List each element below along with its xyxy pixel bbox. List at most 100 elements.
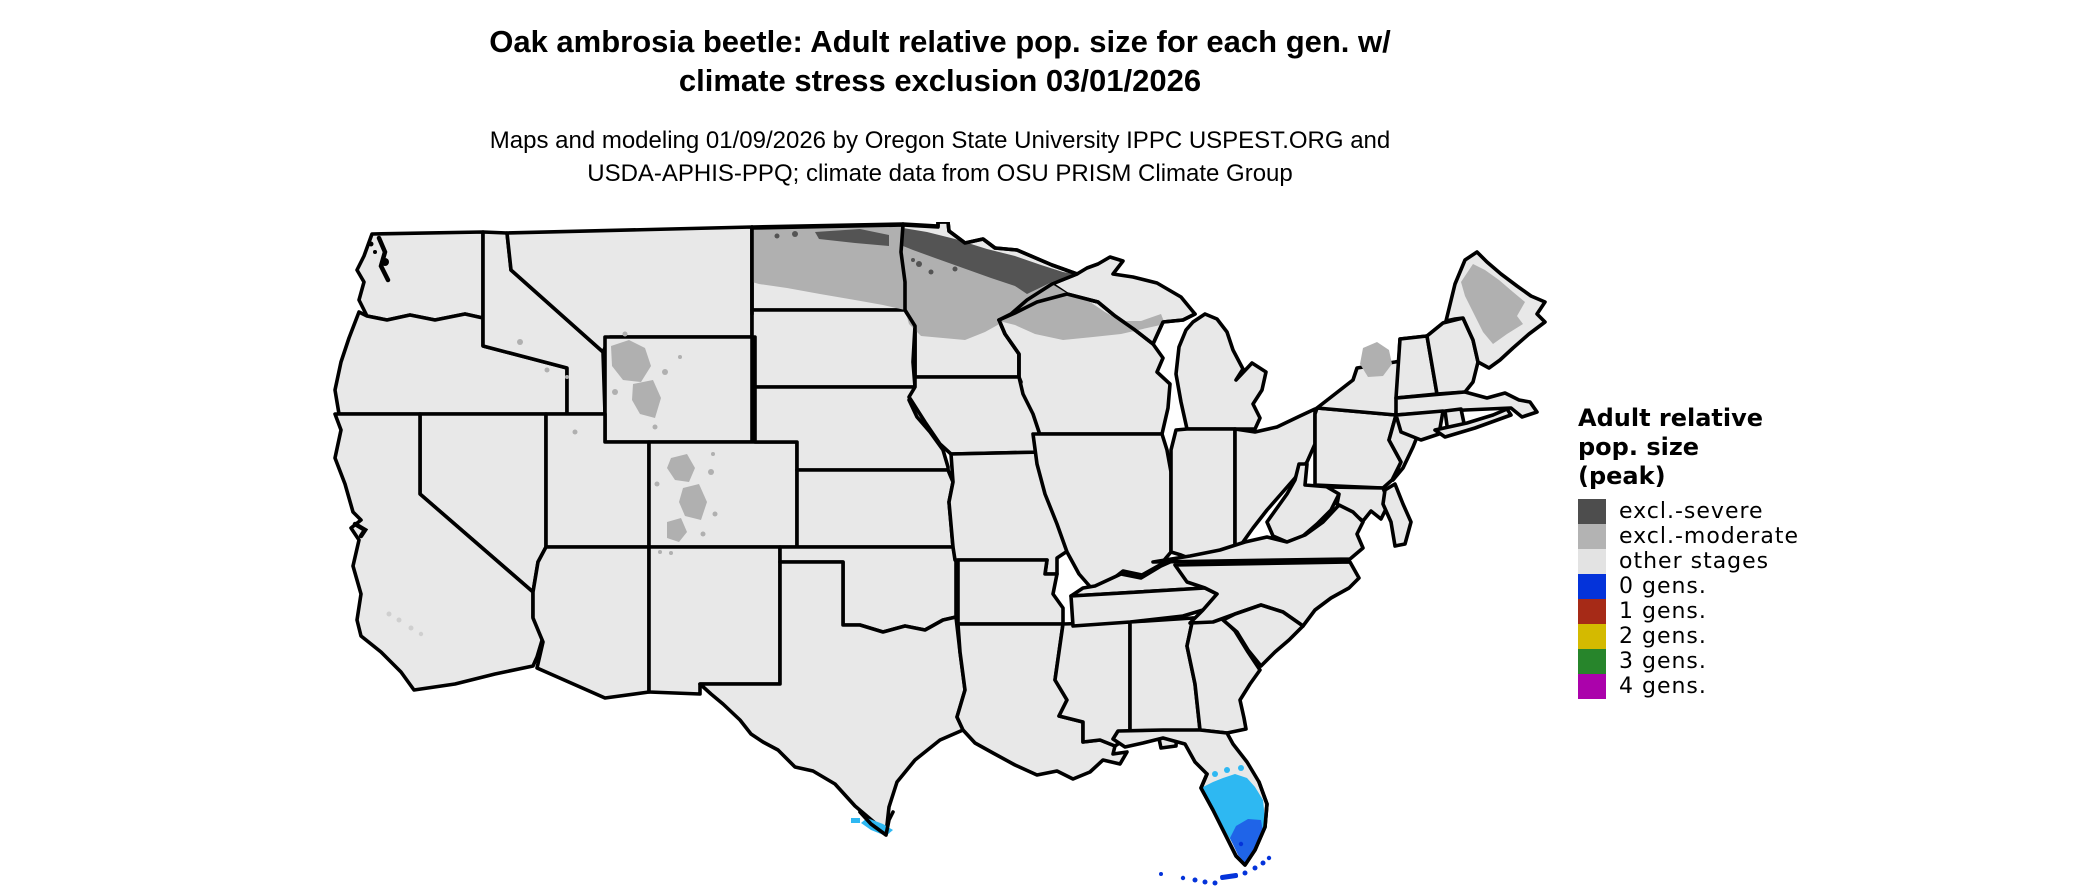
legend-label: excl.-moderate bbox=[1619, 524, 1799, 549]
moderate-speck bbox=[622, 331, 628, 337]
moderate-speck bbox=[544, 367, 550, 373]
map-legend: Adult relative pop. size (peak) excl.-se… bbox=[1578, 404, 1858, 699]
cyan-texas-dash bbox=[851, 818, 860, 823]
border-restrokes bbox=[750, 222, 1269, 867]
title-line-2: climate stress exclusion 03/01/2026 bbox=[678, 63, 1202, 98]
state-washington bbox=[355, 230, 485, 322]
overlay-florida-keys bbox=[1159, 841, 1272, 886]
state-new-mexico bbox=[647, 545, 782, 696]
state-south-dakota bbox=[750, 308, 917, 389]
moderate-wyoming-1 bbox=[611, 340, 651, 382]
moderate-colorado-2 bbox=[679, 484, 707, 520]
moderate-north-central bbox=[752, 226, 1165, 340]
legend-item-7: 4 gens. bbox=[1578, 674, 1858, 699]
coast-details bbox=[352, 235, 424, 637]
legend-title-line-1: Adult relative bbox=[1578, 404, 1764, 432]
moderate-speck bbox=[708, 469, 714, 475]
moderate-speck bbox=[678, 355, 682, 359]
keys-dot bbox=[1266, 855, 1272, 861]
channel-island bbox=[386, 611, 392, 617]
keys-dot bbox=[1202, 879, 1208, 885]
severe-minnesota-band bbox=[903, 228, 1075, 294]
state-kansas bbox=[795, 468, 955, 549]
state-michigan-lower bbox=[1174, 312, 1268, 431]
legend-rows: excl.-severe excl.-moderate other stages 0 … bbox=[1578, 499, 1858, 699]
legend-swatch bbox=[1578, 624, 1606, 649]
keys-dot bbox=[1212, 880, 1218, 886]
cyan-speck bbox=[1212, 771, 1218, 777]
sf-bay-line bbox=[352, 521, 369, 539]
moderate-maine bbox=[1461, 264, 1525, 344]
map-states bbox=[333, 222, 1547, 867]
legend-swatch bbox=[1578, 549, 1606, 574]
channel-island bbox=[418, 631, 424, 637]
subtitle-line-1: Maps and modeling 01/09/2026 by Oregon S… bbox=[489, 127, 1391, 154]
severe-speck bbox=[916, 261, 922, 267]
restroke-up-border bbox=[1151, 312, 1197, 346]
restroke-red-river bbox=[899, 223, 917, 379]
channel-island bbox=[396, 617, 402, 623]
severe-speck bbox=[911, 258, 915, 262]
legend-label: 0 gens. bbox=[1619, 574, 1707, 599]
keys-dot bbox=[1192, 877, 1198, 883]
legend-label: other stages bbox=[1619, 549, 1770, 574]
legend-item-3: 0 gens. bbox=[1578, 574, 1858, 599]
severe-north-dakota-strip bbox=[815, 229, 889, 246]
channel-island bbox=[408, 625, 414, 631]
keys-dot bbox=[1180, 875, 1186, 881]
legend-item-4: 1 gens. bbox=[1578, 599, 1858, 624]
cyan-speck bbox=[1238, 765, 1244, 771]
keys-dash bbox=[1220, 873, 1239, 880]
state-pennsylvania bbox=[1313, 406, 1403, 490]
keys-dot bbox=[1260, 860, 1266, 866]
moderate-speck bbox=[700, 531, 706, 537]
moderate-speck bbox=[662, 369, 668, 375]
keys-dot bbox=[1159, 872, 1163, 876]
legend-title-line-2: pop. size bbox=[1578, 433, 1700, 461]
moderate-speck bbox=[565, 375, 569, 379]
restroke-texas-tip bbox=[858, 810, 895, 837]
restroke-wisconsin-shore bbox=[997, 292, 1155, 346]
severe-speck bbox=[774, 233, 780, 239]
legend-title-line-3: (peak) bbox=[1578, 462, 1666, 490]
moderate-speck bbox=[658, 550, 662, 554]
restroke-mn-wi-river bbox=[997, 318, 1021, 379]
legend-swatch bbox=[1578, 649, 1606, 674]
keys-dot bbox=[1242, 870, 1248, 876]
moderate-adirondacks bbox=[1360, 342, 1392, 377]
legend-label: 3 gens. bbox=[1619, 649, 1707, 674]
state-indiana bbox=[1169, 427, 1237, 569]
overlay-excl-moderate bbox=[517, 226, 1525, 555]
moderate-speck bbox=[711, 452, 715, 456]
blue-florida-tip bbox=[1230, 819, 1263, 864]
moderate-colorado-3 bbox=[667, 518, 687, 542]
moderate-speck bbox=[712, 511, 718, 517]
legend-swatch bbox=[1578, 599, 1606, 624]
state-south-carolina bbox=[1221, 603, 1305, 668]
state-virginia bbox=[1151, 503, 1365, 564]
overlay-blue-band bbox=[1230, 819, 1263, 864]
moderate-colorado-1 bbox=[667, 454, 695, 482]
puget-sound-blob bbox=[381, 258, 389, 266]
legend-label: 4 gens. bbox=[1619, 674, 1707, 699]
moderate-speck bbox=[652, 424, 658, 430]
legend-item-2: other stages bbox=[1578, 549, 1858, 574]
restroke-florida-coast bbox=[1199, 772, 1269, 867]
keys-dot bbox=[1252, 865, 1258, 871]
figure-title: Oak ambrosia beetle: Adult relative pop.… bbox=[0, 22, 1880, 100]
moderate-speck bbox=[612, 389, 618, 395]
us-map bbox=[333, 222, 1547, 886]
subtitle-line-2: USDA-APHIS-PPQ; climate data from OSU PR… bbox=[587, 160, 1293, 187]
moderate-speck bbox=[517, 339, 523, 345]
legend-label: excl.-severe bbox=[1619, 499, 1764, 524]
moderate-wyoming-2 bbox=[632, 380, 661, 418]
legend-item-0: excl.-severe bbox=[1578, 499, 1858, 524]
moderate-speck bbox=[654, 481, 660, 487]
state-arkansas bbox=[956, 558, 1065, 626]
state-texas bbox=[698, 560, 967, 836]
cyan-speck bbox=[1224, 767, 1230, 773]
legend-item-1: excl.-moderate bbox=[1578, 524, 1858, 549]
state-delmarva bbox=[1381, 482, 1413, 548]
moderate-speck bbox=[572, 429, 578, 435]
